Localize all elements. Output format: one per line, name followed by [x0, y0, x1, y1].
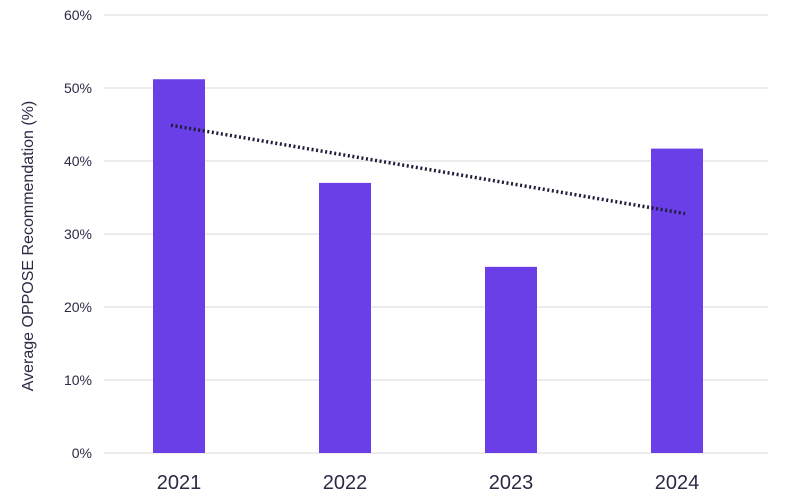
y-tick-labels: 0% 10% 20% 30% 40% 50% 60% — [64, 7, 92, 461]
x-tick-label: 2022 — [323, 472, 368, 494]
bars — [153, 79, 703, 454]
bar-2021 — [153, 79, 205, 454]
bar-2023 — [485, 266, 537, 453]
x-tick-labels: 2021 2022 2023 2024 — [157, 472, 700, 494]
x-tick-label: 2021 — [157, 472, 202, 494]
y-tick-label: 50% — [64, 80, 92, 96]
y-axis-title: Average OPPOSE Recommendation (%) — [20, 101, 37, 392]
y-tick-label: 20% — [64, 299, 92, 315]
y-tick-label: 30% — [64, 226, 92, 242]
y-tick-label: 0% — [72, 445, 92, 461]
x-tick-label: 2023 — [489, 472, 534, 494]
y-tick-label: 60% — [64, 7, 92, 23]
bar-2024 — [651, 148, 703, 453]
trendline-layer — [170, 123, 686, 216]
bar-2022 — [319, 182, 371, 453]
y-tick-label: 10% — [64, 372, 92, 388]
y-tick-label: 40% — [64, 153, 92, 169]
x-tick-label: 2024 — [655, 472, 700, 494]
trendline — [170, 123, 686, 216]
grid-lines — [104, 14, 768, 454]
